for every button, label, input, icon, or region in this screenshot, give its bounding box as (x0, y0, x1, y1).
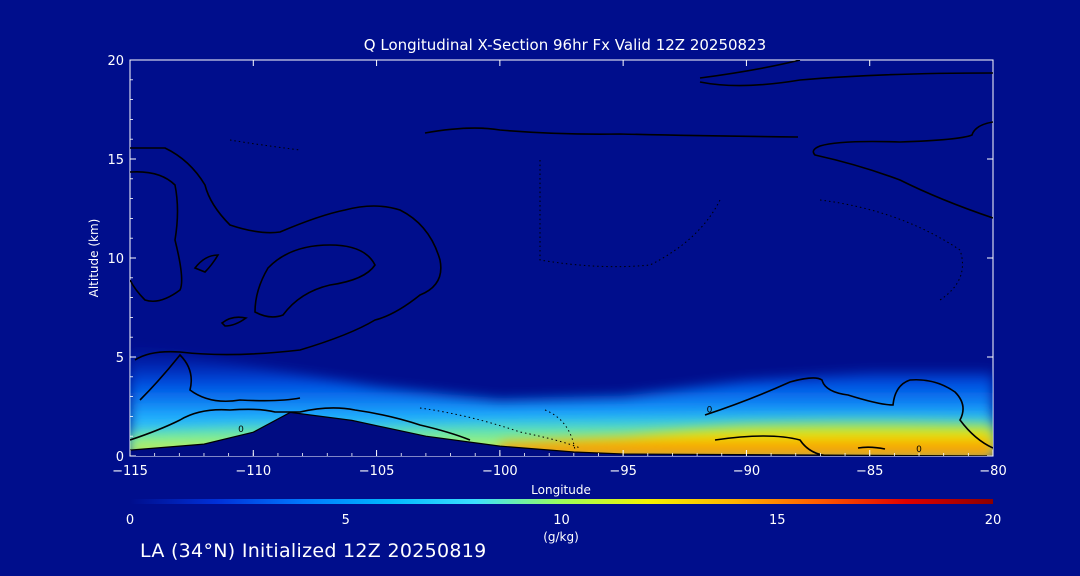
contour-labels: 0 0 0 (238, 405, 922, 455)
x-tick-label: −115 (112, 464, 148, 479)
contour-inner-west (130, 170, 183, 303)
colorbar-tick-label: 5 (342, 513, 350, 528)
colorbar-tick-label: 15 (769, 513, 786, 528)
contour-low-west-2 (139, 353, 301, 403)
y-tick-label: 10 (107, 252, 124, 267)
contour-low-west (130, 407, 471, 441)
colorbar-label: (g/kg) (543, 530, 579, 544)
contour-east-upper (812, 121, 993, 219)
contour-tropo-east-2 (699, 72, 993, 87)
contour-dotted-5 (229, 139, 301, 151)
colorbar-ramp (130, 499, 993, 504)
footer-caption: LA (34°N) Initialized 12Z 20250819 (140, 540, 487, 562)
y-tick-label: 15 (107, 153, 124, 168)
contour-tropo-west (424, 127, 799, 138)
contour-lines-dotted (229, 139, 963, 451)
contour-label: 0 (707, 405, 713, 415)
x-tick-label: −85 (856, 464, 883, 479)
contour-inner-east (254, 244, 376, 318)
contour-small-loop (193, 254, 220, 273)
colorbar-tick-label: 10 (553, 513, 570, 528)
contour-label: 0 (238, 425, 244, 435)
chart-title: Q Longitudinal X-Section 96hr Fx Valid 1… (364, 36, 766, 54)
y-tick-label: 0 (116, 450, 124, 465)
terrain-profile (130, 411, 993, 456)
colorbar-tick-label: 20 (985, 513, 1002, 528)
x-tick-label: −90 (733, 464, 760, 479)
colorbar-ticks: 0 5 10 15 20 (126, 513, 1001, 528)
contour-small-loop-2 (220, 316, 248, 327)
x-tick-label: −105 (359, 464, 395, 479)
contour-low-east-3 (857, 446, 886, 450)
contour-low-east-2 (714, 435, 831, 456)
contour-tropo-east (699, 60, 801, 79)
x-tick-label: −100 (482, 464, 518, 479)
x-axis-label: Longitude (531, 483, 591, 497)
contour-lines (130, 60, 993, 456)
x-axis: −115 −110 −105 −100 −95 −90 −85 −80 (112, 60, 1007, 479)
contour-low-east (704, 377, 993, 449)
contour-dotted-3 (539, 160, 721, 268)
y-axis: 0 5 10 15 20 (107, 54, 993, 465)
y-tick-label: 5 (116, 351, 124, 366)
colorbar-tick-label: 0 (126, 513, 134, 528)
x-tick-label: −110 (235, 464, 271, 479)
x-tick-label: −95 (609, 464, 636, 479)
colorbar: 0 5 10 15 20 (g/kg) (126, 499, 1001, 544)
contour-label: 0 (916, 445, 922, 455)
y-axis-label: Altitude (km) (87, 219, 101, 298)
terrain (130, 411, 993, 456)
x-tick-label: −80 (979, 464, 1006, 479)
y-tick-label: 20 (107, 54, 124, 69)
contour-upper-west (130, 147, 442, 361)
